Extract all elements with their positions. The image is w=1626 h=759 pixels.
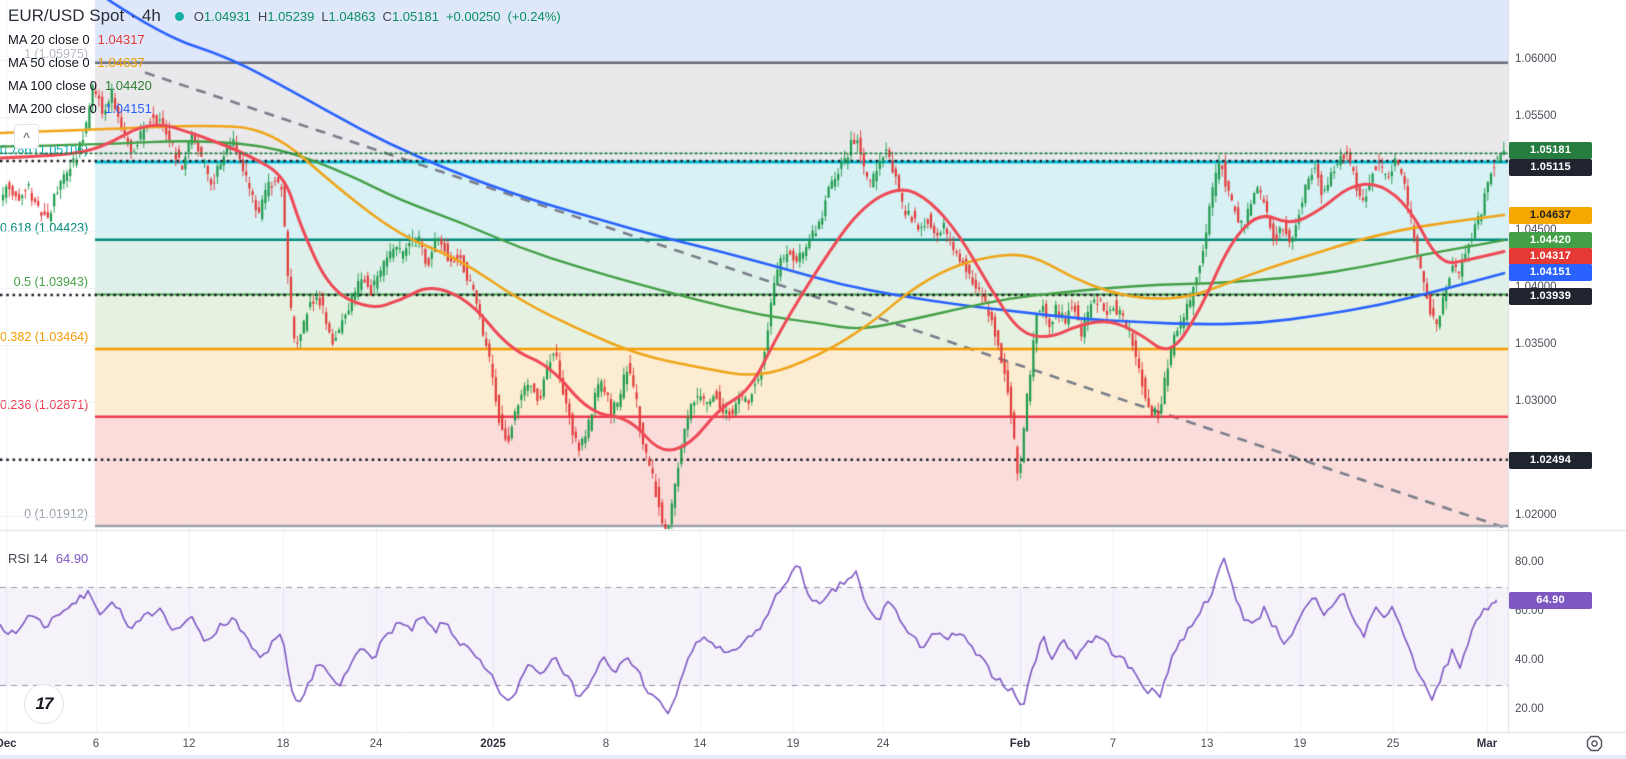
rsi-badge: 64.90 — [1509, 591, 1592, 609]
market-status-dot — [174, 11, 184, 21]
ma50-value: 1.04637 — [97, 55, 145, 70]
tradingview-logo[interactable]: 17 — [24, 684, 64, 724]
price-tick-label: 1.03000 — [1515, 395, 1557, 407]
ma100-badge: 1.04420 — [1509, 231, 1592, 249]
time-tick-label: Dec — [0, 738, 17, 750]
tv-logo-icon: 17 — [35, 694, 54, 713]
time-tick-label: 13 — [1200, 738, 1214, 750]
time-tick-label: Mar — [1476, 738, 1498, 750]
timezone-settings-icon[interactable] — [1585, 734, 1604, 758]
ma100-label: MA 100 close 0 — [8, 78, 97, 93]
ma200-badge: 1.04151 — [1509, 263, 1592, 281]
ma50-badge: 1.04637 — [1509, 206, 1592, 224]
ma50-legend-row[interactable]: MA 50 close 0 1.04637 — [8, 51, 561, 74]
ma20-legend-row[interactable]: MA 20 close 0 1.04317 — [8, 28, 561, 51]
time-tick-label: 7 — [1109, 738, 1117, 750]
time-tick-label: 14 — [693, 738, 707, 750]
ma50-label: MA 50 close 0 — [8, 55, 90, 70]
ma20-badge: 1.04317 — [1509, 247, 1592, 265]
rsi-legend-row[interactable]: RSI 14 64.90 — [8, 551, 88, 566]
time-tick-label: 2025 — [480, 738, 506, 750]
change-percent: (+0.24%) — [507, 8, 561, 24]
time-tick-label: 18 — [276, 738, 290, 750]
price-tick-label: 1.03500 — [1515, 338, 1557, 350]
key-level-badge: 1.02494 — [1509, 451, 1592, 469]
close-value: 1.05181 — [391, 8, 439, 24]
time-tick-label: 8 — [602, 738, 610, 750]
low-value: 1.04863 — [328, 8, 376, 24]
bottom-strip — [0, 755, 1626, 759]
legend-collapse-button[interactable]: ^ — [14, 124, 39, 149]
ma20-value: 1.04317 — [97, 32, 145, 47]
time-tick-label: 24 — [369, 738, 383, 750]
time-tick-label: Feb — [1009, 738, 1031, 750]
open-value: 1.04931 — [203, 8, 251, 24]
key-level-badge: 1.05115 — [1509, 158, 1592, 176]
rsi-tick-label: 20.00 — [1515, 703, 1544, 715]
time-tick-label: 19 — [1293, 738, 1307, 750]
rsi-label: RSI 14 — [8, 551, 48, 566]
key-level-badge: 1.03939 — [1509, 287, 1592, 305]
rsi-tick-label: 40.00 — [1515, 654, 1544, 666]
symbol-title-row[interactable]: EUR/USD Spot · 4h O1.04931 H1.05239 L1.0… — [8, 4, 561, 28]
time-tick-label: 12 — [182, 738, 196, 750]
ma100-value: 1.04420 — [104, 78, 152, 93]
time-tick-label: 6 — [92, 738, 100, 750]
price-tick-label: 1.05500 — [1515, 110, 1557, 122]
interval-label[interactable]: 4h — [141, 6, 161, 25]
ma200-label: MA 200 close 0 — [8, 101, 97, 116]
chevron-up-icon: ^ — [22, 129, 30, 144]
high-value: 1.05239 — [267, 8, 315, 24]
ma20-label: MA 20 close 0 — [8, 32, 90, 47]
last-price-badge: 1.05181 — [1509, 141, 1592, 159]
change-value: +0.00250 — [445, 8, 501, 24]
time-tick-label: 25 — [1386, 738, 1400, 750]
time-tick-label: 19 — [786, 738, 800, 750]
chart-legend: EUR/USD Spot · 4h O1.04931 H1.05239 L1.0… — [8, 4, 561, 120]
price-tick-label: 1.02000 — [1515, 509, 1557, 521]
ohlc-values: O1.04931 H1.05239 L1.04863 C1.05181 +0.0… — [193, 8, 561, 24]
ma200-legend-row[interactable]: MA 200 close 0 1.04151 — [8, 97, 561, 120]
rsi-tick-label: 80.00 — [1515, 556, 1544, 568]
title-separator: · — [130, 6, 136, 25]
ma100-legend-row[interactable]: MA 100 close 0 1.04420 — [8, 74, 561, 97]
symbol-title[interactable]: EUR/USD Spot — [8, 6, 125, 25]
ma200-value: 1.04151 — [104, 101, 152, 116]
price-tick-label: 1.06000 — [1515, 53, 1557, 65]
time-tick-label: 24 — [876, 738, 890, 750]
rsi-value: 64.90 — [55, 551, 89, 566]
